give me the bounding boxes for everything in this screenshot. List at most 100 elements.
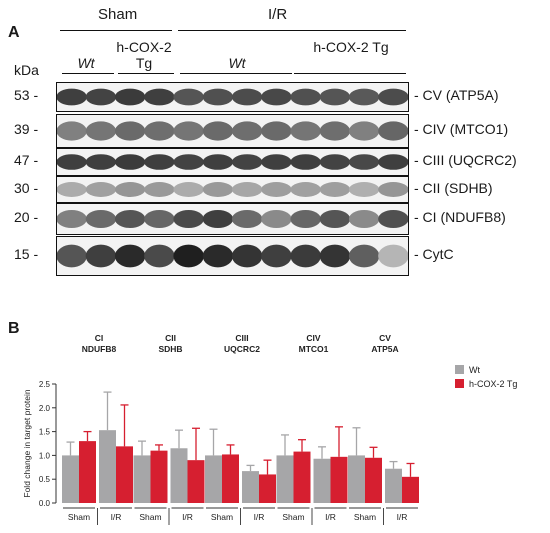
blot-strip <box>56 114 409 148</box>
protein-band <box>173 182 204 197</box>
mw-marker: 39 - <box>14 121 39 137</box>
protein-band <box>173 88 204 106</box>
protein-band <box>202 182 234 197</box>
protein-band <box>231 182 263 197</box>
y-tick-label: 1.0 <box>39 451 51 460</box>
group-subtitle: UQCRC2 <box>224 344 260 354</box>
protein-band <box>144 210 175 228</box>
protein-band <box>290 88 321 106</box>
y-tick-label: 0.5 <box>39 475 51 484</box>
tg-sham-line <box>118 73 174 74</box>
condition-label: Sham <box>354 512 376 522</box>
condition-label: I/R <box>325 512 336 522</box>
protein-band <box>57 210 87 228</box>
sham-group-label: Sham <box>98 6 138 23</box>
panel-b-label: B <box>8 320 20 337</box>
protein-label: - CIII (UQCRC2) <box>414 152 517 168</box>
condition-label: Sham <box>211 512 233 522</box>
protein-band <box>231 210 263 228</box>
ir-bracket-line <box>178 30 406 31</box>
protein-band <box>144 121 175 141</box>
wt-sham-line <box>62 73 114 74</box>
legend-label: Wt <box>469 365 480 375</box>
group-title: CV <box>379 333 391 343</box>
panel-a-label: A <box>8 24 20 41</box>
protein-band <box>261 182 292 197</box>
bar-tg <box>365 457 382 503</box>
protein-band <box>144 244 175 268</box>
protein-band <box>231 244 263 268</box>
bar-tg <box>402 476 419 503</box>
protein-band <box>85 210 117 228</box>
protein-band <box>348 244 380 268</box>
group-subtitle: ATP5A <box>371 344 398 354</box>
protein-band <box>261 210 292 228</box>
protein-band <box>114 154 146 170</box>
group-subtitle: MTCO1 <box>299 344 329 354</box>
protein-band <box>261 88 292 106</box>
mw-marker: 15 - <box>14 246 39 262</box>
legend-swatch-wt <box>455 365 464 374</box>
protein-band <box>173 244 204 268</box>
protein-band <box>261 121 292 141</box>
protein-band <box>231 88 263 106</box>
wt-ir-line <box>180 73 292 74</box>
mw-marker: 30 - <box>14 179 39 196</box>
tg-ir-line <box>294 73 406 74</box>
group-title: CIV <box>306 333 321 343</box>
bar-tg <box>150 450 168 503</box>
blot-strip <box>56 82 409 112</box>
protein-band <box>202 244 234 268</box>
genotype-tg-sham: h-COX-2 Tg <box>116 39 172 71</box>
protein-band <box>202 154 234 170</box>
protein-band <box>290 210 321 228</box>
bar-wt <box>62 455 79 503</box>
protein-band <box>114 121 146 141</box>
bar-tg <box>116 446 133 503</box>
bar-wt <box>242 471 259 503</box>
protein-band <box>378 121 408 141</box>
protein-band <box>348 121 380 141</box>
protein-band <box>173 154 204 170</box>
ir-group-label: I/R <box>268 6 288 23</box>
bar-tg <box>187 460 205 503</box>
protein-band <box>319 182 351 197</box>
protein-band <box>319 244 351 268</box>
bar-wt <box>99 430 116 503</box>
protein-band <box>319 88 351 106</box>
mw-marker: 20 - <box>14 209 39 225</box>
y-axis-label: Fold change in target protein <box>22 389 32 497</box>
protein-band <box>57 88 87 106</box>
legend-swatch-tg <box>455 379 464 388</box>
protein-band <box>173 210 204 228</box>
condition-label: Sham <box>68 512 90 522</box>
bar-tg <box>222 454 239 503</box>
blot-strip <box>56 148 409 176</box>
group-subtitle: NDUFB8 <box>82 344 117 354</box>
genotype-wt-sham: Wt <box>77 55 95 71</box>
blot-strip <box>56 176 409 203</box>
group-title: CII <box>165 333 176 343</box>
sham-bracket-line <box>60 30 172 31</box>
bar-tg <box>259 474 276 503</box>
condition-label: I/R <box>397 512 408 522</box>
y-tick-label: 0.0 <box>39 499 51 508</box>
bar-tg <box>79 441 96 503</box>
protein-band <box>319 210 351 228</box>
protein-band <box>202 121 234 141</box>
protein-band <box>378 88 408 106</box>
genotype-wt-ir: Wt <box>228 55 246 71</box>
protein-band <box>85 182 117 197</box>
kda-label: kDa <box>14 62 39 78</box>
protein-band <box>85 121 117 141</box>
y-tick-label: 2.0 <box>39 404 51 413</box>
protein-label: - CytC <box>414 246 454 262</box>
protein-band <box>202 210 234 228</box>
bar-wt <box>313 458 331 503</box>
bar-wt <box>170 448 188 503</box>
protein-band <box>144 154 175 170</box>
blot-strip <box>56 203 409 235</box>
mw-marker: 53 - <box>14 87 39 103</box>
protein-band <box>348 154 380 170</box>
